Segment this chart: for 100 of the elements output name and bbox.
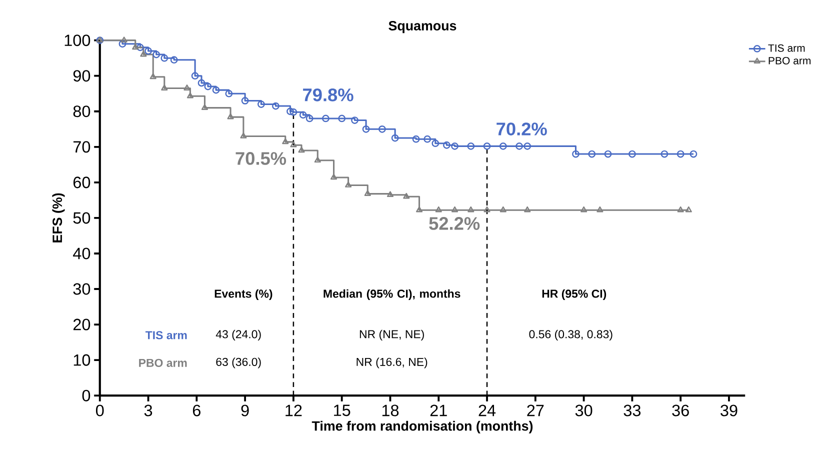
point — [391, 134, 399, 142]
point — [676, 150, 684, 158]
point — [170, 56, 178, 64]
point — [364, 190, 371, 196]
y-tick-label: 20 — [73, 318, 90, 330]
point — [378, 125, 386, 133]
point — [198, 79, 206, 86]
point — [442, 141, 450, 149]
point — [524, 206, 531, 212]
point — [416, 206, 423, 212]
point — [290, 108, 298, 116]
point — [299, 110, 307, 118]
point — [161, 84, 168, 90]
point — [322, 114, 330, 122]
point — [386, 190, 394, 197]
y-tick-label: 90 — [73, 70, 90, 82]
point — [580, 206, 588, 212]
point — [186, 92, 194, 98]
point — [500, 206, 506, 212]
data-label: 52.2% — [429, 216, 480, 230]
y-tick-label: 30 — [73, 283, 90, 295]
point — [499, 142, 507, 150]
point — [144, 47, 152, 54]
annotation: NR (NE, NE) — [360, 330, 424, 340]
annotation: PBO arm — [139, 358, 187, 367]
data-label: 79.8% — [303, 88, 354, 102]
point — [132, 43, 139, 50]
point — [330, 174, 338, 180]
x-tick-label: 30 — [575, 404, 592, 416]
point — [677, 206, 684, 212]
point — [596, 206, 604, 212]
point — [572, 150, 580, 158]
point — [314, 156, 321, 162]
point — [628, 150, 636, 158]
annotation: Events (%) — [214, 289, 272, 300]
point — [225, 90, 233, 98]
x-tick-label: 39 — [720, 404, 738, 416]
point — [412, 135, 420, 143]
point — [524, 142, 532, 150]
y-tick-label: 50 — [73, 212, 90, 224]
x-tick-label: 33 — [624, 404, 641, 416]
annotation: NR (16.6, NE) — [356, 357, 428, 368]
point — [212, 86, 220, 94]
annotation: 63 (36.0) — [216, 357, 261, 368]
point — [136, 43, 144, 51]
y-tick-label: 10 — [74, 354, 90, 366]
point — [298, 146, 305, 152]
point — [403, 192, 410, 199]
y-tick-label: 0 — [82, 390, 90, 402]
point — [152, 50, 160, 58]
x-tick-label: 12 — [286, 404, 302, 416]
point — [272, 102, 280, 110]
y-tick-label: 100 — [64, 34, 90, 46]
annotation: 43 (24.0) — [216, 330, 261, 340]
point — [345, 181, 352, 188]
point — [362, 125, 370, 133]
point — [290, 141, 297, 148]
point — [604, 150, 612, 158]
chart-title: Squamous — [388, 20, 456, 33]
point — [118, 40, 126, 48]
point — [240, 132, 247, 138]
point — [468, 206, 474, 212]
x-tick-label: 27 — [527, 404, 544, 416]
x-axis-title: Time from randomisation (months) — [312, 420, 533, 434]
y-axis-title: EFS (%) — [52, 193, 65, 242]
point — [140, 50, 147, 56]
data-label: 70.2% — [496, 122, 547, 136]
point — [241, 96, 249, 104]
point — [306, 114, 314, 122]
x-tick-label: 36 — [672, 404, 689, 416]
point — [484, 206, 490, 212]
x-tick-label: 15 — [334, 404, 350, 416]
annotation: 0.56 (0.38, 0.83) — [529, 330, 612, 340]
point — [282, 138, 289, 144]
point — [204, 82, 212, 90]
point — [120, 36, 128, 42]
point — [191, 72, 199, 80]
annotation: TIS arm — [145, 330, 187, 340]
point — [227, 113, 234, 119]
point — [424, 135, 432, 143]
legend-label: TIS arm — [768, 44, 805, 52]
point — [660, 150, 668, 158]
y-tick-label: 80 — [73, 105, 90, 117]
point — [351, 116, 358, 124]
x-tick-label: 21 — [430, 404, 447, 416]
point — [435, 206, 442, 212]
x-tick-label: 0 — [96, 404, 104, 416]
legend-label: PBO arm — [768, 56, 811, 64]
y-tick-label: 70 — [73, 140, 90, 152]
x-tick-label: 6 — [192, 404, 200, 416]
x-tick-label: 24 — [478, 404, 496, 416]
annotation: Median (95% CI), months — [324, 289, 460, 300]
x-tick-label: 18 — [382, 404, 399, 416]
point — [516, 142, 523, 150]
y-tick-label: 60 — [73, 176, 90, 188]
x-tick-label: 3 — [144, 404, 152, 416]
point — [467, 142, 475, 150]
point — [451, 142, 458, 150]
y-tick-label: 40 — [73, 247, 90, 260]
data-label: 70.5% — [236, 152, 286, 165]
